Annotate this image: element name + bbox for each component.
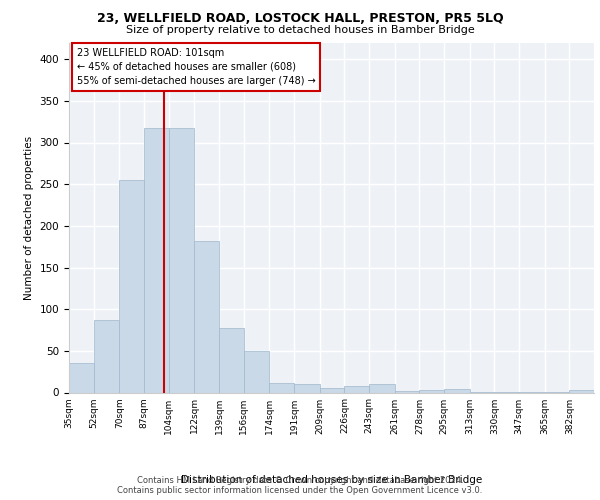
Bar [219, 328, 244, 392]
Bar [369, 384, 395, 392]
Bar [344, 386, 369, 392]
Bar [444, 389, 470, 392]
Bar [395, 391, 419, 392]
Bar [569, 390, 594, 392]
Bar [94, 320, 119, 392]
Bar [69, 364, 94, 392]
Bar [119, 180, 144, 392]
Bar [419, 390, 444, 392]
Y-axis label: Number of detached properties: Number of detached properties [24, 136, 34, 300]
Bar [144, 128, 169, 392]
Bar [320, 388, 344, 392]
Bar [194, 241, 219, 392]
Bar [294, 384, 320, 392]
Bar [269, 382, 294, 392]
Text: 23 WELLFIELD ROAD: 101sqm
← 45% of detached houses are smaller (608)
55% of semi: 23 WELLFIELD ROAD: 101sqm ← 45% of detac… [77, 48, 316, 86]
Text: Size of property relative to detached houses in Bamber Bridge: Size of property relative to detached ho… [125, 25, 475, 35]
Text: Contains public sector information licensed under the Open Government Licence v3: Contains public sector information licen… [118, 486, 482, 495]
X-axis label: Distribution of detached houses by size in Bamber Bridge: Distribution of detached houses by size … [181, 476, 482, 486]
Text: 23, WELLFIELD ROAD, LOSTOCK HALL, PRESTON, PR5 5LQ: 23, WELLFIELD ROAD, LOSTOCK HALL, PRESTO… [97, 12, 503, 26]
Bar [169, 128, 194, 392]
Bar [244, 351, 269, 393]
Text: Contains HM Land Registry data © Crown copyright and database right 2024.: Contains HM Land Registry data © Crown c… [137, 476, 463, 485]
